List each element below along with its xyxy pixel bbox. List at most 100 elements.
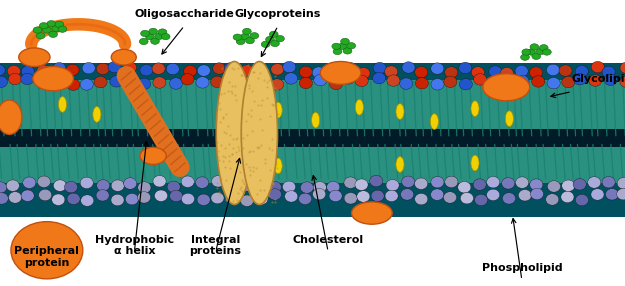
Ellipse shape [169,190,182,202]
Ellipse shape [276,35,284,42]
Ellipse shape [216,61,252,204]
Ellipse shape [37,65,50,76]
Ellipse shape [139,38,148,45]
Ellipse shape [344,62,357,74]
Ellipse shape [241,77,254,88]
Ellipse shape [471,67,484,78]
Ellipse shape [255,67,268,79]
Ellipse shape [11,222,82,279]
Ellipse shape [329,78,342,90]
Ellipse shape [402,62,415,73]
Ellipse shape [140,65,153,76]
Ellipse shape [250,33,259,39]
Ellipse shape [36,77,49,89]
Ellipse shape [299,193,312,204]
Ellipse shape [266,36,274,43]
Ellipse shape [542,49,551,55]
Ellipse shape [146,33,154,40]
Ellipse shape [589,75,602,86]
Ellipse shape [225,192,238,203]
Ellipse shape [384,66,398,77]
Ellipse shape [52,62,66,74]
Ellipse shape [6,180,19,191]
Ellipse shape [184,65,197,77]
Ellipse shape [355,179,368,190]
Bar [0,137,625,183]
Ellipse shape [212,176,225,187]
Ellipse shape [274,102,282,118]
Ellipse shape [474,74,487,85]
Ellipse shape [562,180,575,191]
Ellipse shape [329,190,342,202]
Ellipse shape [588,177,601,188]
Ellipse shape [501,67,514,79]
Ellipse shape [153,176,166,187]
Ellipse shape [385,190,398,202]
Ellipse shape [0,76,8,88]
Ellipse shape [573,74,586,85]
Ellipse shape [474,194,488,206]
Ellipse shape [415,193,428,205]
Ellipse shape [271,79,284,90]
Ellipse shape [536,48,545,55]
Text: Oligosaccharide: Oligosaccharide [134,9,234,19]
Ellipse shape [167,181,180,192]
Ellipse shape [430,114,439,130]
Ellipse shape [9,192,22,203]
Ellipse shape [21,73,34,85]
Ellipse shape [138,78,151,90]
Ellipse shape [268,189,281,200]
Ellipse shape [108,61,121,73]
Ellipse shape [196,177,209,188]
Ellipse shape [321,61,361,84]
Ellipse shape [196,77,209,88]
Ellipse shape [111,180,124,191]
Ellipse shape [333,48,342,55]
Ellipse shape [21,66,34,77]
Ellipse shape [8,73,21,85]
Ellipse shape [372,72,386,84]
Ellipse shape [284,73,298,84]
Ellipse shape [0,64,5,76]
Ellipse shape [532,53,541,59]
Ellipse shape [562,76,575,88]
Ellipse shape [461,192,474,204]
Ellipse shape [487,176,500,188]
Ellipse shape [529,67,542,78]
Ellipse shape [415,78,428,89]
Ellipse shape [52,25,61,32]
Ellipse shape [181,74,194,85]
Ellipse shape [530,44,539,50]
Ellipse shape [369,175,382,187]
Text: Phospholipid: Phospholipid [482,263,562,273]
Ellipse shape [140,147,166,164]
Ellipse shape [0,100,22,134]
Ellipse shape [197,194,210,205]
Ellipse shape [38,176,51,188]
Ellipse shape [39,189,52,201]
Ellipse shape [141,30,149,37]
Ellipse shape [126,193,139,205]
Ellipse shape [161,33,170,40]
Ellipse shape [355,75,368,87]
Ellipse shape [620,62,625,74]
Ellipse shape [269,31,278,37]
Ellipse shape [503,78,516,90]
Ellipse shape [236,38,245,45]
Ellipse shape [0,182,7,193]
Ellipse shape [547,78,560,89]
Ellipse shape [97,180,110,191]
Ellipse shape [332,43,341,49]
Ellipse shape [505,111,514,126]
Ellipse shape [313,182,326,193]
Ellipse shape [271,40,279,47]
Ellipse shape [80,177,93,188]
Ellipse shape [431,79,444,90]
Ellipse shape [268,181,281,193]
Ellipse shape [522,49,531,55]
Ellipse shape [532,76,545,87]
Ellipse shape [459,62,472,74]
Ellipse shape [444,67,458,78]
Ellipse shape [138,192,151,203]
Ellipse shape [371,190,384,202]
